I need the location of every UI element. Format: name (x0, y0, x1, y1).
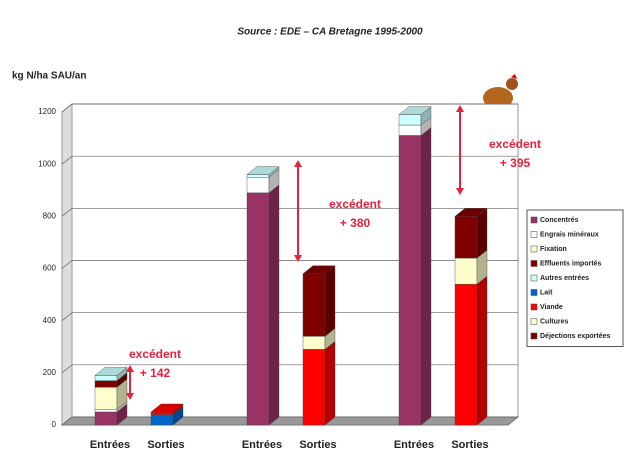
x-tick-label: Entrées (90, 439, 130, 451)
y-tick-label: 1000 (38, 159, 56, 168)
x-tick-label: Sorties (147, 439, 184, 451)
legend-swatch (530, 303, 538, 311)
bar-top (302, 265, 336, 274)
y-tick-label: 600 (43, 264, 57, 273)
bar-side (324, 340, 336, 426)
annotation-value: + 395 (500, 156, 531, 170)
bar-segment (94, 409, 118, 413)
grid-line (61, 364, 518, 374)
bar-segment (302, 273, 326, 337)
bar-side (324, 265, 336, 337)
arrow-head (126, 365, 134, 372)
bar-segment (150, 411, 174, 415)
legend-swatch (530, 260, 538, 267)
y-tick-label: 1200 (38, 107, 56, 116)
legend-label: Lait (540, 289, 553, 296)
legend-label: Cultures (540, 318, 569, 325)
bar-segment (302, 336, 326, 350)
legend-label: Effluents importés (540, 260, 602, 267)
arrow-head (456, 188, 464, 195)
y-tick-label: 200 (43, 368, 57, 377)
legend-swatch (530, 274, 538, 282)
legend-label: Déjections exportées (540, 333, 611, 340)
bar-segment (398, 114, 422, 126)
arrow-head (294, 160, 302, 167)
legend-box (526, 209, 624, 347)
annotation-text: excédent (489, 137, 541, 151)
legend-label: Concentrés (540, 217, 579, 224)
arrow-head (126, 393, 134, 400)
bar-segment (246, 174, 270, 178)
bar-top (94, 367, 128, 376)
bar-segment (302, 349, 326, 426)
grid-line (61, 312, 518, 321)
bar-segment (454, 216, 478, 259)
bar-segment (94, 386, 118, 410)
bar-top (246, 166, 280, 175)
legend-label: Engrais minéraux (540, 231, 599, 238)
annotation-value: + 142 (140, 366, 171, 380)
y-tick-label: 400 (43, 316, 57, 325)
y-axis-label: kg N/ha SAU/an (12, 71, 86, 82)
bar-segment (94, 380, 118, 388)
bar-segment (246, 192, 270, 426)
legend-swatch (530, 289, 538, 296)
arrow-head (456, 105, 464, 112)
legend-swatch (530, 216, 538, 224)
legend-label: Viande (540, 304, 563, 311)
bar-segment (94, 411, 118, 426)
x-tick-label: Sorties (451, 439, 488, 451)
bar-side (420, 127, 432, 426)
bar-segment (454, 283, 478, 426)
legend-label: Fixation (540, 246, 567, 253)
x-tick-label: Entrées (242, 439, 282, 451)
bar-segment (246, 177, 270, 194)
legend-swatch (530, 231, 538, 238)
grid-line (61, 416, 518, 426)
bar-segment (454, 257, 478, 285)
bar-side (476, 275, 488, 426)
bar-segment (150, 414, 174, 426)
chart-title: Source : EDE – CA Bretagne 1995-2000 (237, 27, 423, 38)
legend-swatch (530, 245, 538, 253)
bar-top (454, 208, 488, 217)
annotation-value: + 380 (340, 216, 371, 230)
bar-top (398, 106, 432, 115)
grid-line (61, 103, 518, 113)
annotation-text: excédent (129, 347, 181, 361)
grid-line (61, 260, 518, 269)
legend-swatch (530, 332, 538, 340)
x-tick-label: Entrées (394, 439, 434, 451)
bar-segment (94, 375, 118, 381)
bar-segment (398, 124, 422, 136)
legend-swatch (530, 318, 538, 325)
bar-top (150, 403, 184, 413)
grid-line (61, 207, 518, 217)
grid-line (61, 155, 518, 165)
plot-floor (60, 416, 520, 426)
bar-side (476, 207, 488, 259)
x-tick-label: Sorties (299, 439, 336, 451)
annotation-text: excédent (329, 197, 381, 211)
y-tick-label: 800 (43, 211, 57, 220)
arrow-head (294, 255, 302, 262)
y-tick-label: 0 (52, 420, 57, 429)
bar-side (268, 184, 280, 426)
bar-segment (398, 135, 422, 426)
legend-label: Autres entrées (540, 275, 589, 282)
